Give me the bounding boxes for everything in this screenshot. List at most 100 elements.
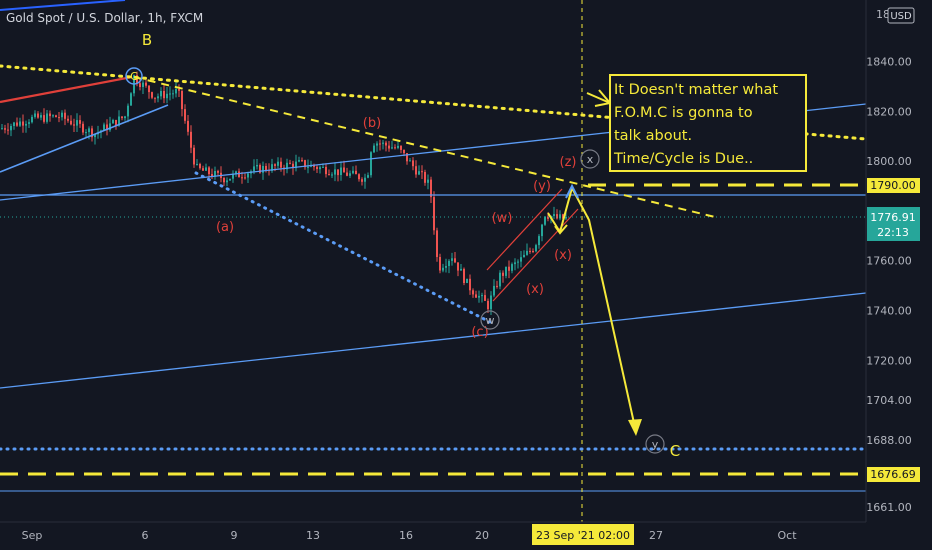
candle-body[interactable]: [442, 267, 444, 271]
candle-body[interactable]: [520, 257, 522, 262]
candle-body[interactable]: [349, 173, 351, 176]
candle-body[interactable]: [292, 163, 294, 168]
wave-label-x-right[interactable]: (x): [554, 248, 572, 263]
price-axis[interactable]: 1840.001820.001800.001780.001760.001740.…: [865, 0, 932, 550]
candle-body[interactable]: [142, 82, 144, 87]
candle-body[interactable]: [382, 142, 384, 144]
circle-label-w[interactable]: w: [486, 314, 495, 327]
candle-body[interactable]: [418, 171, 420, 175]
candle-body[interactable]: [499, 272, 501, 287]
blue-dotted-decline[interactable]: [194, 171, 492, 324]
candle-body[interactable]: [493, 285, 495, 296]
candle-body[interactable]: [304, 160, 306, 168]
candle-body[interactable]: [532, 251, 534, 252]
candle-body[interactable]: [355, 170, 357, 175]
candle-body[interactable]: [301, 160, 303, 162]
symbol-title[interactable]: Gold Spot / U.S. Dollar, 1h, FXCM: [6, 11, 203, 25]
candle-body[interactable]: [82, 123, 84, 133]
candle-body[interactable]: [553, 214, 555, 216]
candle-body[interactable]: [199, 164, 201, 169]
candle-body[interactable]: [16, 122, 18, 126]
candle-body[interactable]: [322, 166, 324, 168]
candle-body[interactable]: [511, 264, 513, 271]
candle-body[interactable]: [328, 174, 330, 176]
candle-body[interactable]: [514, 262, 516, 265]
candle-body[interactable]: [208, 167, 210, 175]
candle-body[interactable]: [34, 113, 36, 117]
candle-body[interactable]: [358, 174, 360, 180]
candle-body[interactable]: [139, 83, 141, 87]
candle-body[interactable]: [76, 120, 78, 126]
candle-body[interactable]: [478, 295, 480, 298]
candle-body[interactable]: [7, 129, 9, 131]
candle-body[interactable]: [73, 124, 75, 126]
candle-body[interactable]: [313, 164, 315, 167]
candle-body[interactable]: [148, 85, 150, 93]
candle-body[interactable]: [1, 128, 3, 130]
candle-body[interactable]: [472, 290, 474, 295]
candle-body[interactable]: [289, 162, 291, 164]
candle-body[interactable]: [43, 115, 45, 122]
candle-body[interactable]: [334, 169, 336, 175]
rising-wedge-line[interactable]: [0, 104, 169, 173]
candle-body[interactable]: [124, 116, 126, 119]
candle-body[interactable]: [337, 169, 339, 176]
candle-body[interactable]: [559, 214, 561, 219]
candle-body[interactable]: [52, 115, 54, 117]
red-channel-bottom[interactable]: [492, 208, 579, 302]
candle-body[interactable]: [49, 113, 51, 117]
candle-body[interactable]: [274, 164, 276, 166]
candle-body[interactable]: [55, 115, 57, 118]
candle-body[interactable]: [40, 115, 42, 118]
candle-body[interactable]: [271, 164, 273, 171]
candle-body[interactable]: [373, 145, 375, 153]
candle-body[interactable]: [544, 216, 546, 225]
wave-label-x-lower[interactable]: (x): [526, 282, 544, 297]
wave-label-b[interactable]: B: [142, 31, 152, 49]
candle-body[interactable]: [379, 143, 381, 145]
candle-body[interactable]: [202, 168, 204, 171]
candle-body[interactable]: [256, 165, 258, 167]
candle-body[interactable]: [526, 250, 528, 255]
candle-body[interactable]: [262, 166, 264, 173]
candle-body[interactable]: [64, 112, 66, 119]
candle-body[interactable]: [316, 166, 318, 170]
candle-body[interactable]: [385, 142, 387, 146]
candle-body[interactable]: [46, 113, 48, 122]
candle-body[interactable]: [388, 145, 390, 149]
top-left-channel-line[interactable]: [0, 0, 126, 11]
candle-body[interactable]: [163, 91, 165, 99]
candle-body[interactable]: [217, 171, 219, 173]
candle-body[interactable]: [121, 116, 123, 119]
candle-body[interactable]: [85, 132, 87, 134]
candle-body[interactable]: [481, 295, 483, 297]
candle-body[interactable]: [67, 118, 69, 121]
red-channel-top[interactable]: [486, 188, 563, 271]
candle-body[interactable]: [307, 166, 309, 168]
candle-body[interactable]: [94, 134, 96, 138]
candle-body[interactable]: [58, 117, 60, 119]
candle-body[interactable]: [505, 266, 507, 276]
wave-label-c-end[interactable]: C: [670, 442, 680, 460]
candle-body[interactable]: [475, 294, 477, 298]
wave-label-b-lower[interactable]: (b): [363, 116, 381, 131]
wave-label-w[interactable]: (w): [492, 211, 513, 226]
candle-body[interactable]: [496, 285, 498, 287]
candle-body[interactable]: [451, 258, 453, 261]
candle-body[interactable]: [187, 120, 189, 132]
candle-body[interactable]: [364, 177, 366, 182]
candle-body[interactable]: [535, 245, 537, 252]
candle-body[interactable]: [436, 230, 438, 257]
candle-body[interactable]: [172, 93, 174, 95]
candle-body[interactable]: [10, 126, 12, 131]
candle-body[interactable]: [154, 97, 156, 99]
yellow-dashed-trendline[interactable]: [133, 76, 716, 218]
candle-body[interactable]: [136, 75, 138, 84]
candle-body[interactable]: [412, 160, 414, 167]
candle-body[interactable]: [331, 174, 333, 176]
candle-body[interactable]: [325, 166, 327, 175]
candle-body[interactable]: [484, 295, 486, 301]
candle-body[interactable]: [448, 260, 450, 266]
candle-body[interactable]: [106, 124, 108, 131]
